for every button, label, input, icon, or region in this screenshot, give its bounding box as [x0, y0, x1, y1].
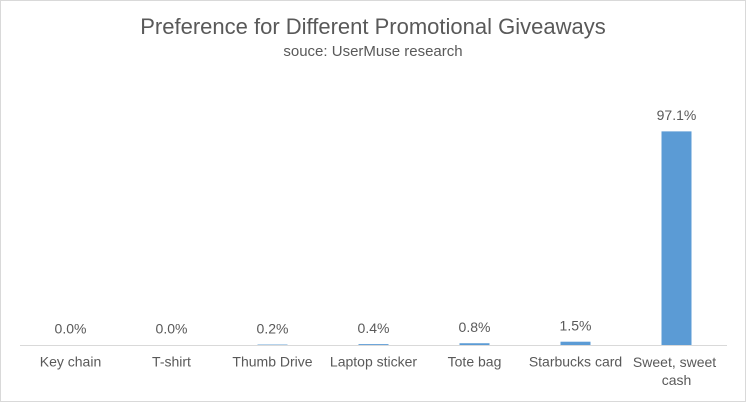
- data-label: 1.5%: [560, 317, 592, 333]
- data-label: 0.4%: [358, 320, 390, 336]
- x-tick-label: Sweet, sweet cash: [633, 354, 720, 388]
- chart-title: Preference for Different Promotional Giv…: [140, 14, 605, 39]
- x-tick-label: Key chain: [40, 354, 101, 370]
- data-label: 0.0%: [156, 321, 188, 337]
- x-tick-label: Tote bag: [448, 354, 502, 370]
- bar: [560, 341, 591, 345]
- data-label: 0.8%: [459, 319, 491, 335]
- data-label: 0.0%: [55, 321, 87, 337]
- bar: [459, 343, 490, 345]
- bar: [661, 131, 692, 345]
- x-tick-label: Laptop sticker: [330, 354, 417, 370]
- x-tick-label: Thumb Drive: [232, 354, 312, 370]
- bar: [358, 344, 389, 345]
- x-tick-label: T-shirt: [152, 354, 191, 370]
- chart-subtitle: souce: UserMuse research: [283, 43, 462, 60]
- x-tick-label: Starbucks card: [529, 354, 622, 370]
- data-label: 97.1%: [657, 107, 697, 123]
- data-label: 0.2%: [257, 320, 289, 336]
